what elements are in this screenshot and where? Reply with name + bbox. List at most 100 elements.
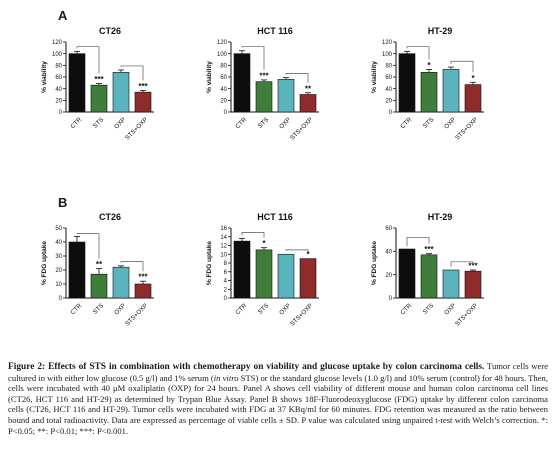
x-tick-label: STS+OXP: [454, 116, 479, 141]
caption-title: Figure 2: Effects of STS in combination …: [8, 362, 485, 372]
y-tick-label: 8: [224, 261, 228, 267]
y-tick-label: 60: [385, 75, 392, 81]
bar-sts: [420, 72, 438, 113]
chart-title: CT26: [99, 26, 121, 36]
bar-oxp: [277, 79, 295, 113]
x-tick-label: STS: [92, 116, 105, 129]
y-tick-label: 20: [385, 99, 392, 105]
x-tick-label: STS: [422, 302, 435, 315]
caption-italic: in vitro: [213, 372, 239, 383]
y-tick-label: 60: [385, 226, 392, 232]
bar-ctr: [398, 248, 416, 299]
x-tick-label: CTR: [399, 302, 413, 316]
y-tick-label: 60: [220, 75, 227, 81]
y-axis-label: % viability: [371, 61, 378, 93]
x-tick-label: CTR: [234, 116, 248, 130]
bar-oxp: [112, 266, 130, 299]
comparison-bracket: [241, 46, 265, 70]
y-tick-label: 100: [382, 52, 393, 58]
comparison-bracket: [120, 261, 144, 272]
bar-sts-oxp: [134, 283, 152, 299]
caption-text-2: STS) or the standard glucose levels (1.0…: [8, 372, 548, 436]
chart-b-ct26: CT26 % FDG uptake 0 10 20 30 40 50 CTR ** STS OXP **…: [41, 212, 192, 352]
x-tick-label: STS+OXP: [124, 302, 149, 327]
caption-text-1: Tumor cells were cultured in with either…: [8, 361, 549, 383]
chart-title: HCT 116: [257, 212, 293, 222]
significance-marker: **: [96, 260, 103, 269]
y-axis-label: % FDG uptake: [41, 241, 48, 285]
y-tick-label: 14: [220, 235, 227, 241]
x-tick-label: OXP: [443, 302, 457, 316]
significance-marker: ***: [424, 245, 434, 254]
bar-sts-oxp: [299, 94, 317, 113]
y-tick-label: 6: [224, 270, 228, 276]
y-tick-label: 40: [385, 250, 392, 256]
y-tick-label: 40: [55, 240, 62, 246]
significance-marker: ***: [94, 75, 104, 84]
y-tick-label: 100: [217, 52, 228, 58]
comparison-bracket: [285, 249, 309, 252]
bar-sts-oxp: [464, 84, 482, 113]
y-tick-label: 120: [52, 40, 63, 46]
significance-marker: **: [305, 84, 312, 93]
x-tick-label: STS+OXP: [289, 302, 314, 327]
comparison-bracket: [450, 60, 474, 73]
y-tick-label: 50: [55, 226, 62, 232]
comparison-bracket: [120, 65, 144, 81]
chart-b-hct116: HCT 116 % FDG uptake 0 2 4 6 8 10 12 14 16 CTR * STS O…: [206, 212, 357, 352]
bar-sts: [255, 249, 273, 299]
x-tick-label: OXP: [443, 116, 457, 130]
bar-sts: [90, 273, 108, 299]
significance-marker: ***: [468, 262, 478, 271]
y-tick-label: 4: [224, 279, 228, 285]
chart-title: HT-29: [428, 26, 453, 36]
comparison-bracket: [285, 73, 309, 83]
significance-marker: ***: [138, 82, 148, 91]
bar-oxp: [442, 269, 460, 299]
x-tick-label: OXP: [278, 302, 292, 316]
chart-title: HT-29: [428, 212, 453, 222]
bar-ctr: [398, 53, 416, 113]
y-tick-label: 60: [55, 75, 62, 81]
y-tick-label: 40: [220, 87, 227, 93]
y-tick-label: 12: [220, 244, 227, 250]
y-tick-label: 120: [217, 40, 228, 46]
bar-sts-oxp: [299, 258, 317, 299]
bar-sts-oxp: [134, 91, 152, 113]
y-tick-label: 20: [220, 99, 227, 105]
chart-title: HCT 116: [257, 26, 293, 36]
bar-ctr: [68, 241, 86, 299]
y-tick-label: 80: [220, 64, 227, 70]
y-tick-label: 120: [382, 40, 393, 46]
bar-oxp: [112, 72, 130, 113]
y-tick-label: 10: [55, 282, 62, 288]
chart-a-hct116: HCT 116 % viability 0 20 40 60 80 100 120 CTR *** S…: [206, 26, 357, 166]
comparison-bracket: [406, 46, 430, 60]
x-tick-label: STS: [257, 302, 270, 315]
chart-a-ct26: CT26 % viability 0 20 40 60 80 100 120 CTR *** STS O…: [41, 26, 192, 166]
y-tick-label: 0: [389, 110, 393, 116]
x-tick-label: STS: [257, 116, 270, 129]
bar-oxp: [277, 253, 295, 299]
y-tick-label: 30: [55, 254, 62, 260]
significance-marker: *: [262, 239, 266, 248]
x-tick-label: OXP: [278, 116, 292, 130]
y-tick-label: 80: [55, 64, 62, 70]
y-tick-label: 40: [385, 87, 392, 93]
y-tick-label: 100: [52, 52, 63, 58]
y-tick-label: 0: [59, 296, 63, 302]
y-tick-label: 0: [224, 110, 228, 116]
x-tick-label: OXP: [113, 302, 127, 316]
bar-sts: [90, 84, 108, 113]
significance-marker: *: [427, 61, 431, 70]
x-tick-label: STS+OXP: [124, 116, 149, 141]
y-axis-label: % FDG uptake: [371, 241, 378, 285]
y-tick-label: 0: [224, 296, 228, 302]
bar-ctr: [233, 240, 251, 299]
y-tick-label: 20: [385, 273, 392, 279]
x-tick-label: STS+OXP: [454, 302, 479, 327]
y-axis-label: % viability: [41, 61, 48, 93]
x-tick-label: STS+OXP: [289, 116, 314, 141]
panel-label-a: A: [58, 8, 68, 23]
significance-marker: *: [471, 74, 475, 83]
